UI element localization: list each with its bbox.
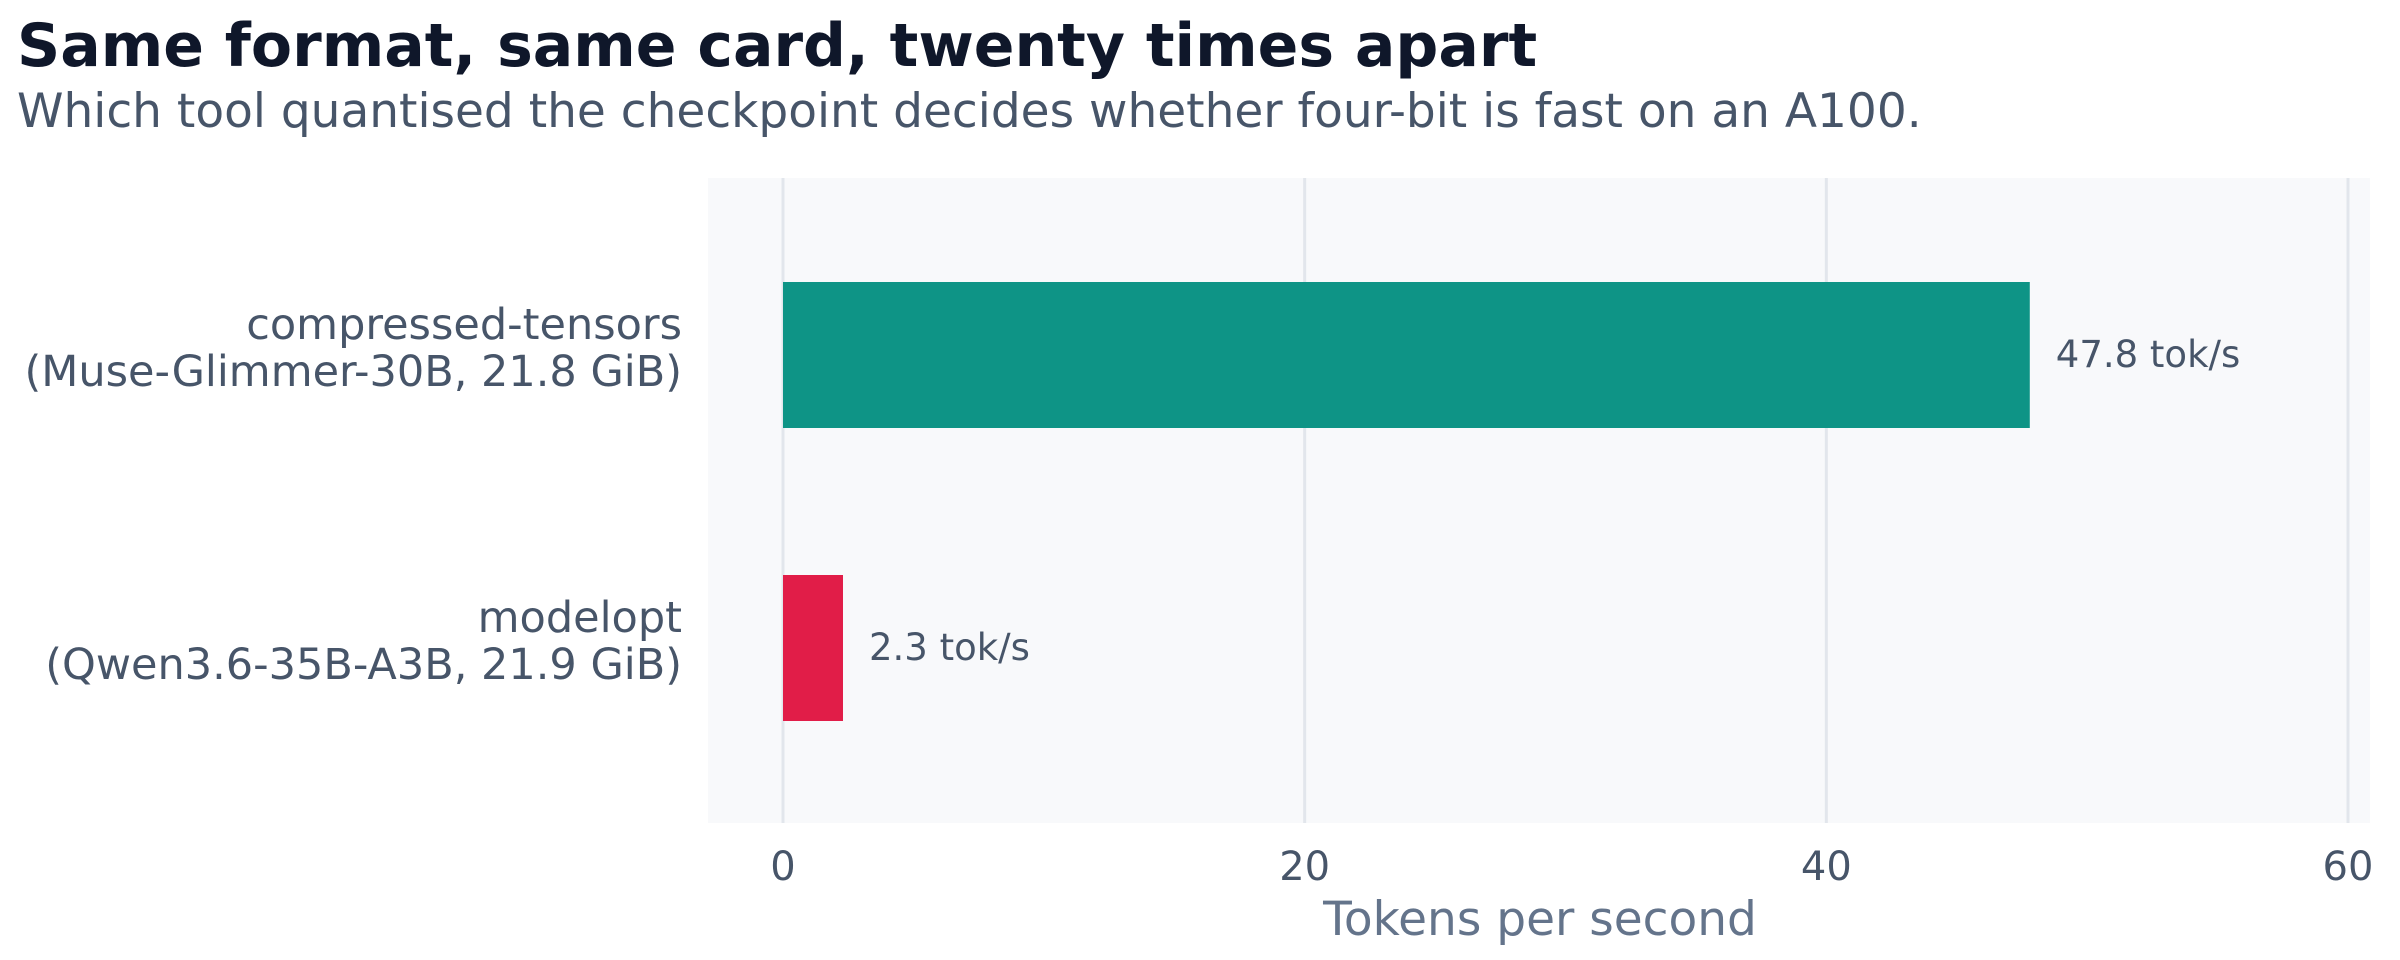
- value-label-modelopt: 2.3 tok/s: [869, 626, 1030, 669]
- x-axis-tick-labels: 0 20 40 60: [770, 844, 2373, 890]
- plot-background: [708, 178, 2370, 823]
- y-tick-label-line: (Qwen3.6-35B-A3B, 21.9 GiB): [45, 640, 682, 690]
- x-axis-title: Tokens per second: [1322, 892, 1757, 947]
- bar-modelopt: [783, 575, 843, 721]
- value-labels: 47.8 tok/s 2.3 tok/s: [869, 333, 2240, 669]
- y-tick-label-line: compressed-tensors: [246, 300, 682, 350]
- value-label-compressed-tensors: 47.8 tok/s: [2056, 333, 2240, 376]
- chart-subtitle: Which tool quantised the checkpoint deci…: [17, 84, 1922, 139]
- chart-title: Same format, same card, twenty times apa…: [17, 11, 1538, 81]
- x-tick-label-40: 40: [1801, 844, 1852, 890]
- x-tick-label-20: 20: [1279, 844, 1330, 890]
- y-tick-label-modelopt: modelopt (Qwen3.6-35B-A3B, 21.9 GiB): [45, 593, 682, 690]
- x-tick-label-60: 60: [2323, 844, 2374, 890]
- bar-compressed-tensors: [783, 282, 2030, 428]
- y-tick-label-compressed-tensors: compressed-tensors (Muse-Glimmer-30B, 21.…: [25, 300, 682, 397]
- y-axis-tick-labels: compressed-tensors (Muse-Glimmer-30B, 21.…: [25, 300, 682, 690]
- x-tick-label-0: 0: [770, 844, 795, 890]
- bars: [783, 282, 2030, 721]
- y-tick-label-line: modelopt: [478, 593, 682, 643]
- y-tick-label-line: (Muse-Glimmer-30B, 21.8 GiB): [25, 347, 682, 397]
